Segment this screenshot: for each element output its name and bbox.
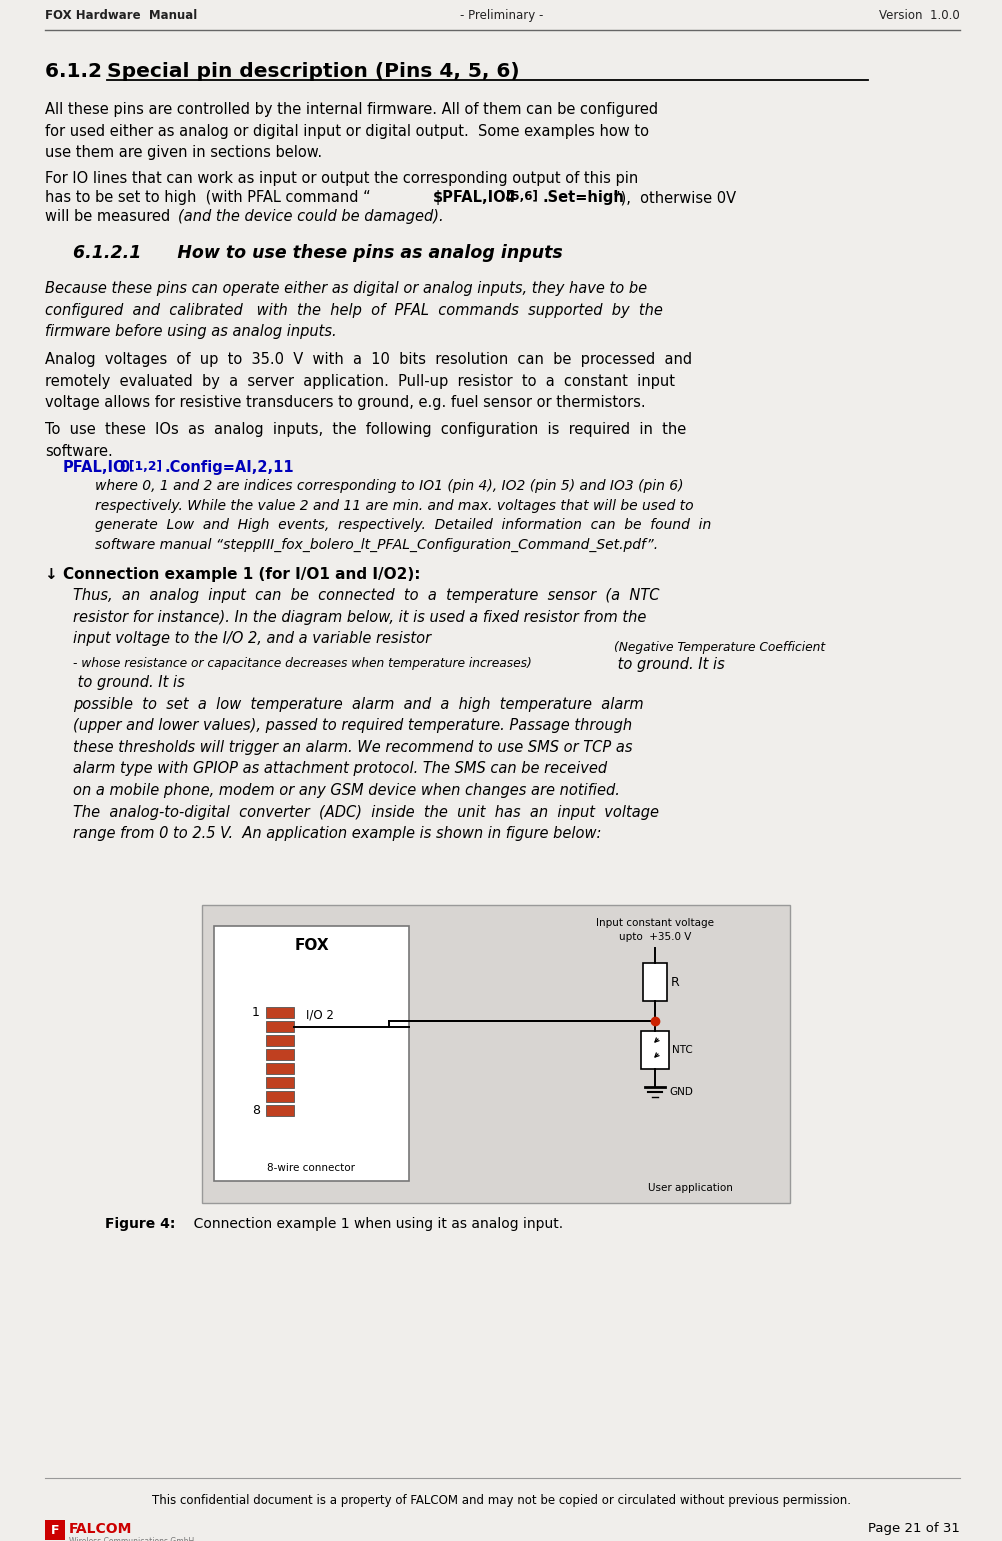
Text: FOX Hardware  Manual: FOX Hardware Manual <box>45 9 197 22</box>
Text: Connection example 1 when using it as analog input.: Connection example 1 when using it as an… <box>163 1217 562 1231</box>
Text: (Negative Temperature Coefficient: (Negative Temperature Coefficient <box>613 641 825 653</box>
Text: FOX: FOX <box>294 938 329 952</box>
Text: to ground. It is
possible  to  set  a  low  temperature  alarm  and  a  high  te: to ground. It is possible to set a low t… <box>73 675 658 841</box>
Text: All these pins are controlled by the internal firmware. All of them can be confi: All these pins are controlled by the int… <box>45 102 657 160</box>
Text: Thus,  an  analog  input  can  be  connected  to  a  temperature  sensor  (a  NT: Thus, an analog input can be connected t… <box>73 589 659 646</box>
Bar <box>266 1006 294 1019</box>
Text: has to be set to high  (with PFAL command “: has to be set to high (with PFAL command… <box>45 190 371 205</box>
Bar <box>640 1031 668 1069</box>
Text: 6.1.2: 6.1.2 <box>45 62 116 82</box>
Bar <box>201 905 790 1204</box>
Text: $PFAL,IO4: $PFAL,IO4 <box>433 190 516 205</box>
Text: 1: 1 <box>252 1006 260 1019</box>
Bar <box>266 1063 294 1074</box>
Text: - whose resistance or capacitance decreases when temperature increases): - whose resistance or capacitance decrea… <box>73 656 531 670</box>
Text: GND: GND <box>668 1086 692 1097</box>
Text: Because these pins can operate either as digital or analog inputs, they have to : Because these pins can operate either as… <box>45 280 662 339</box>
Text: This confidential document is a property of FALCOM and may not be copied or circ: This confidential document is a property… <box>152 1495 850 1507</box>
Text: 8-wire connector: 8-wire connector <box>268 1163 355 1173</box>
Bar <box>266 1105 294 1116</box>
Text: where 0, 1 and 2 are indices corresponding to IO1 (pin 4), IO2 (pin 5) and IO3 (: where 0, 1 and 2 are indices correspondi… <box>95 479 710 552</box>
Text: PFAL,IO: PFAL,IO <box>63 461 126 475</box>
Bar <box>266 1022 294 1032</box>
Bar <box>266 1049 294 1060</box>
Text: Page 21 of 31: Page 21 of 31 <box>868 1523 959 1535</box>
Text: [5,6]: [5,6] <box>505 190 537 203</box>
Text: - Preliminary -: - Preliminary - <box>459 9 543 22</box>
Text: For IO lines that can work as input or output the corresponding output of this p: For IO lines that can work as input or o… <box>45 171 637 186</box>
Text: will be measured: will be measured <box>45 210 174 223</box>
Text: To  use  these  IOs  as  analog  inputs,  the  following  configuration  is  req: To use these IOs as analog inputs, the f… <box>45 422 685 459</box>
Text: NTC: NTC <box>671 1045 692 1056</box>
Bar <box>213 926 409 1180</box>
Text: 0: 0 <box>119 461 129 475</box>
Text: User application: User application <box>647 1183 731 1193</box>
Text: ”),  otherwise 0V: ”), otherwise 0V <box>612 190 735 205</box>
Bar <box>266 1077 294 1088</box>
Text: Analog  voltages  of  up  to  35.0  V  with  a  10  bits  resolution  can  be  p: Analog voltages of up to 35.0 V with a 1… <box>45 351 691 410</box>
Text: Input constant voltage: Input constant voltage <box>595 918 713 928</box>
Text: Version  1.0.0: Version 1.0.0 <box>879 9 959 22</box>
Text: FALCOM: FALCOM <box>69 1523 132 1536</box>
Bar <box>266 1036 294 1046</box>
Bar <box>45 1519 65 1539</box>
Text: .Config=AI,2,11: .Config=AI,2,11 <box>165 461 295 475</box>
Text: (and the device could be damaged).: (and the device could be damaged). <box>177 210 443 223</box>
Text: upto  +35.0 V: upto +35.0 V <box>618 932 690 942</box>
Text: Figure 4:: Figure 4: <box>105 1217 175 1231</box>
Text: 8: 8 <box>252 1103 260 1117</box>
Text: [1,2]: [1,2] <box>129 461 162 473</box>
Bar <box>266 1091 294 1102</box>
Text: 6.1.2.1      How to use these pins as analog inputs: 6.1.2.1 How to use these pins as analog … <box>73 243 562 262</box>
Text: F: F <box>51 1524 59 1536</box>
Text: ↓ Connection example 1 (for I/O1 and I/O2):: ↓ Connection example 1 (for I/O1 and I/O… <box>45 567 420 582</box>
Text: R: R <box>670 975 679 988</box>
Bar <box>642 963 666 1002</box>
Text: to ground. It is: to ground. It is <box>612 656 724 672</box>
Text: Wireless Communications GmbH: Wireless Communications GmbH <box>69 1536 194 1541</box>
Text: I/O 2: I/O 2 <box>306 1008 334 1022</box>
Text: .Set=high: .Set=high <box>542 190 624 205</box>
Text: Special pin description (Pins 4, 5, 6): Special pin description (Pins 4, 5, 6) <box>107 62 519 82</box>
